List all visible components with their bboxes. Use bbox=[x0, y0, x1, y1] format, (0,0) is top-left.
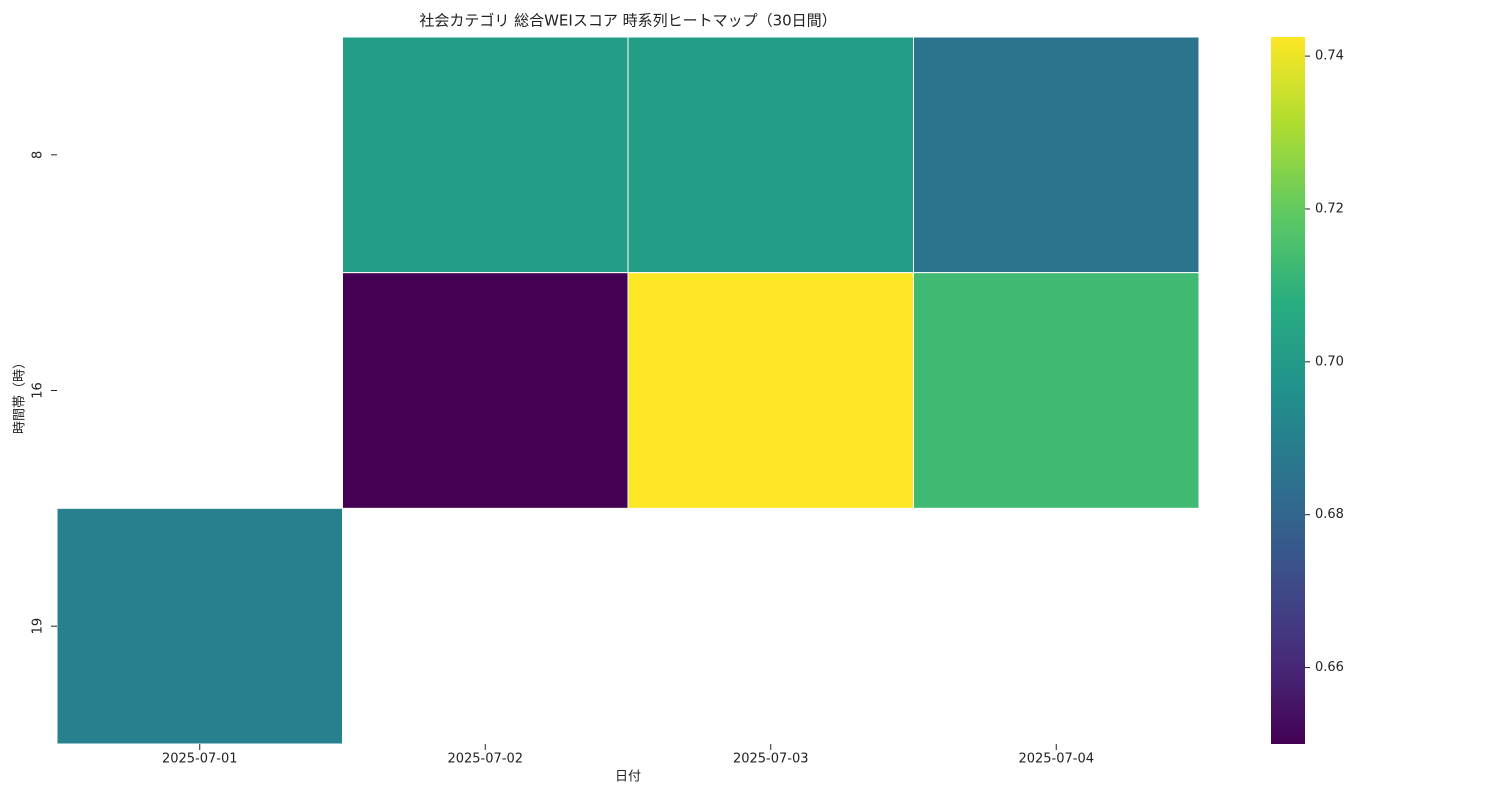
y-axis-label: 時間帯（時） bbox=[13, 356, 28, 434]
y-tick-label: 8 bbox=[31, 151, 46, 159]
x-tick-label: 2025-07-01 bbox=[162, 752, 238, 767]
x-axis-label: 日付 bbox=[615, 770, 641, 785]
colorbar-tick-label: 0.72 bbox=[1315, 201, 1344, 216]
y-tick-label: 16 bbox=[31, 382, 46, 399]
colorbar-tick-label: 0.66 bbox=[1315, 660, 1344, 675]
heatmap-cell bbox=[56, 507, 343, 745]
colorbar-tick-label: 0.68 bbox=[1315, 507, 1344, 522]
x-tick-label: 2025-07-02 bbox=[447, 752, 523, 767]
colorbar-tick-label: 0.74 bbox=[1315, 49, 1344, 64]
x-tick-label: 2025-07-04 bbox=[1018, 752, 1094, 767]
heatmap-cell bbox=[342, 272, 629, 509]
heatmap-cell bbox=[627, 36, 914, 274]
x-tick-label: 2025-07-03 bbox=[733, 752, 809, 767]
colorbar bbox=[1271, 37, 1305, 744]
y-tick-label: 19 bbox=[31, 618, 46, 635]
heatmap-cell bbox=[913, 272, 1200, 509]
colorbar-tick-label: 0.70 bbox=[1315, 354, 1344, 369]
heatmap-cell bbox=[913, 36, 1200, 274]
heatmap-cell bbox=[342, 36, 629, 274]
heatmap-cell bbox=[627, 272, 914, 509]
chart-title: 社会カテゴリ 総合WEIスコア 時系列ヒートマップ（30日間） bbox=[419, 12, 836, 30]
